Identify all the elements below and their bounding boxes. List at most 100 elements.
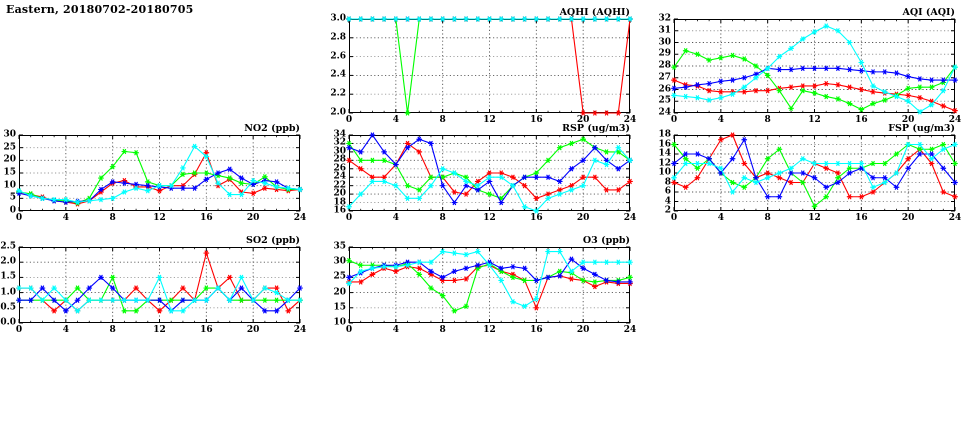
ytick-label: 0 [9, 205, 16, 216]
chart-title-o3: O3 (ppb) [582, 235, 630, 246]
ytick-label: 28 [658, 60, 671, 71]
ytick-label: 2.0 [330, 107, 346, 118]
xtick-label: 4 [392, 213, 399, 223]
chart-panel-so2: SO2 (ppb) 0.0 0.5 1.0 1.5 2.0 2.5 0 4 8 12 16 20 24 [0, 235, 306, 335]
xtick-label: 12 [483, 325, 496, 335]
ytick-label: 25 [658, 95, 671, 106]
plot-canvas-rsp [346, 132, 633, 214]
ytick-label: 14 [658, 148, 671, 159]
ytick-label: 8 [664, 177, 671, 187]
plot-canvas-no2 [16, 134, 303, 212]
plot-frame-o3 [349, 247, 630, 323]
ytick-label: 24 [333, 171, 346, 182]
ytick-label: 1.5 [0, 271, 16, 282]
ytick-label: 27 [658, 72, 671, 83]
xtick-label: 8 [764, 115, 771, 125]
ytick-label: 30 [333, 256, 346, 267]
chart-title-no2: NO2 (ppb) [244, 123, 300, 134]
xtick-label: 4 [717, 213, 724, 223]
plot-canvas-so2 [16, 246, 303, 324]
chart-panel-o3: O3 (ppb) 10 15 20 25 30 35 0 4 8 12 16 20 24 [333, 235, 636, 335]
xtick-label: 20 [246, 325, 260, 335]
gridlines-aqhi [349, 19, 630, 113]
ytick-label: 20 [333, 287, 346, 298]
xtick-label: 0 [345, 213, 353, 223]
ytick-label: 12 [658, 158, 671, 168]
xtick-label: 0 [670, 115, 678, 125]
xtick-label: 24 [623, 213, 637, 223]
ytick-label: 2.5 [0, 241, 16, 252]
ytick-label: 25 [333, 271, 346, 282]
series-day3-aqi [671, 65, 958, 91]
gridlines-no2 [19, 135, 300, 211]
ytick-label: 2.6 [330, 51, 346, 62]
xtick-label: 20 [246, 213, 260, 223]
chart-title-aqhi: AQHI (AQHI) [559, 7, 630, 18]
chart-title-rsp: RSP (ug/m3) [562, 123, 630, 134]
ytick-label: 15 [333, 302, 346, 313]
series-day2-aqi [671, 48, 958, 113]
xtick-label: 0 [345, 115, 353, 125]
chart-panel-rsp: RSP (ug/m3) 16 18 20 22 24 26 28 30 32 34 0 4 8 12 16 20… [333, 123, 636, 223]
ytick-label: 16 [333, 205, 346, 216]
series-day4-o3 [346, 248, 633, 309]
xtick-label: 16 [530, 213, 543, 223]
series-day4-rsp [346, 145, 633, 214]
xtick-label: 8 [109, 213, 116, 223]
ytick-label: 32 [658, 13, 671, 24]
xtick-label: 24 [293, 325, 307, 335]
series-day4-so2 [16, 274, 303, 314]
ytick-label: 22 [333, 180, 346, 191]
ytick-label: 18 [333, 197, 346, 208]
ytick-label: 10 [658, 167, 671, 178]
ytick-label: 10 [333, 317, 346, 328]
tickmarks-so2 [18, 246, 301, 324]
xtick-label: 20 [576, 115, 590, 125]
tickmarks-no2 [18, 134, 301, 212]
ytick-label: 2.4 [330, 69, 346, 80]
xtick-label: 20 [901, 213, 915, 223]
xtick-label: 12 [483, 213, 496, 223]
ytick-label: 20 [3, 154, 16, 165]
series-day1-o3 [346, 262, 633, 311]
chart-title-aqi: AQI (AQI) [902, 7, 955, 18]
ytick-label: 0.5 [0, 302, 16, 313]
xtick-label: 20 [576, 213, 590, 223]
xtick-label: 24 [948, 115, 962, 125]
ytick-label: 2.2 [330, 88, 346, 99]
ytick-label: 18 [658, 129, 671, 140]
series-day4-fsp [671, 141, 958, 195]
plot-canvas-aqhi [346, 16, 633, 116]
plot-canvas-aqi [671, 18, 958, 115]
xtick-label: 8 [764, 213, 771, 223]
ytick-label: 30 [3, 129, 16, 140]
xtick-label: 4 [392, 325, 399, 335]
chart-panel-aqi: AQI (AQI) 24 25 26 27 28 29 30 31 32 0 4 8 12 16 20 24 [658, 7, 961, 125]
ytick-label: 4 [664, 196, 671, 206]
ytick-label: 2.8 [330, 32, 346, 43]
ytick-label: 31 [658, 25, 671, 36]
gridlines-o3 [349, 247, 630, 323]
xtick-label: 16 [855, 115, 868, 125]
series-day3-fsp [671, 137, 958, 200]
ytick-label: 6 [664, 186, 671, 197]
xtick-label: 4 [392, 115, 399, 125]
xtick-label: 4 [62, 325, 69, 335]
xtick-label: 4 [717, 115, 724, 125]
xtick-label: 8 [439, 115, 446, 125]
ytick-label: 15 [3, 167, 16, 178]
ytick-label: 3.0 [330, 13, 346, 24]
ytick-label: 30 [333, 146, 346, 157]
series-day4-aqi [671, 23, 958, 115]
series-day1-so2 [16, 250, 303, 314]
ytick-label: 25 [3, 142, 16, 153]
chart-title-fsp: FSP (ug/m3) [888, 123, 955, 134]
xtick-label: 20 [576, 325, 590, 335]
xtick-label: 8 [439, 325, 446, 335]
series-day4-no2 [16, 143, 303, 205]
xtick-label: 0 [15, 213, 23, 223]
series-day4-aqhi [346, 16, 633, 22]
ytick-label: 26 [658, 84, 671, 94]
xtick-label: 12 [808, 115, 821, 125]
chart-panel-no2: NO2 (ppb) 0 5 10 15 20 25 30 0 4 8 12 16 20 24 [3, 123, 306, 223]
